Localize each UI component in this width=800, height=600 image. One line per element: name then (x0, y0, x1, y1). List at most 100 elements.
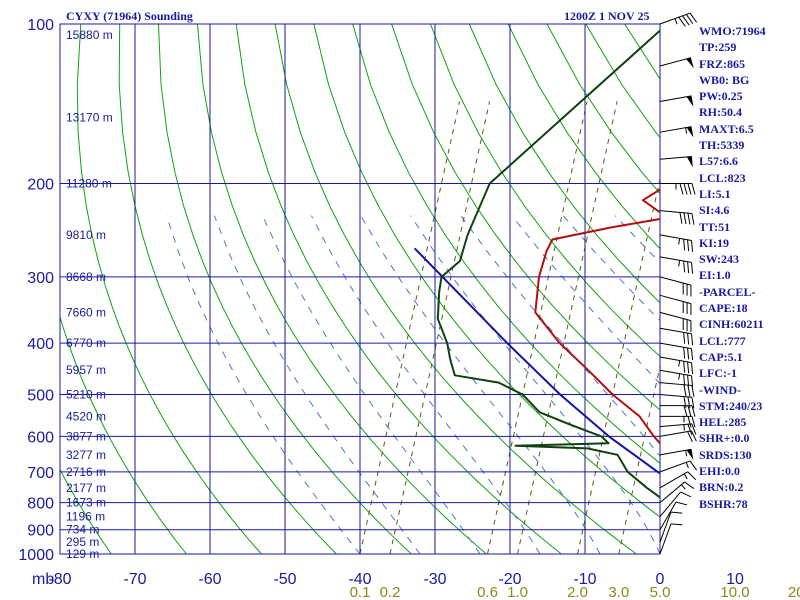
wind-barb-half-flag (678, 260, 681, 267)
indices-panel: WMO:71964 TP:259 FRZ:865 WB0: BG PW:0.25 RH:5… (699, 23, 799, 512)
wind-barb-staff (659, 501, 677, 530)
wind-barb-flag (687, 424, 693, 436)
wind-barb-staff (659, 393, 692, 398)
index-value: LCL:777 (699, 333, 746, 348)
wind-barb-flag (687, 471, 697, 481)
moist-adiabat-line (213, 215, 421, 554)
dry-adiabat-line (118, 24, 337, 554)
wind-barb (659, 294, 692, 315)
height-label: 295 m (66, 535, 99, 549)
pressure-tick-label: 500 (27, 387, 54, 404)
mixing-ratio-label: 0.2 (380, 584, 401, 600)
pressure-tick-label: 900 (27, 523, 54, 540)
pressure-tick-label: 400 (27, 336, 54, 353)
wind-barb (660, 183, 696, 195)
temperature-tick-label: 10 (726, 571, 744, 588)
wind-barb-staff (659, 95, 692, 102)
height-label: 7660 m (66, 305, 106, 319)
height-label: 15880 m (66, 28, 113, 42)
plot-frame (59, 23, 661, 555)
wind-barb-half-flag (685, 450, 688, 457)
wind-barb-flag (670, 511, 683, 514)
wind-barb (659, 126, 694, 138)
temperature-tick-label: -80 (48, 571, 71, 588)
index-value: SI:4.6 (699, 203, 730, 218)
wind-barb (660, 415, 696, 428)
temperature-tick-label: -60 (198, 571, 221, 588)
sounding-profiles (413, 29, 660, 499)
index-value: EI:1.0 (699, 268, 731, 283)
mixing-ratio-line (389, 101, 491, 554)
mixing-ratio-label: 5.0 (650, 584, 671, 600)
wind-barb-staff (659, 382, 692, 386)
wind-barb-flag (683, 260, 686, 273)
wind-barb-flag (683, 239, 686, 251)
moist-adiabat-line (511, 215, 660, 385)
wind-barb-flag (687, 384, 691, 397)
wind-barb-flag (670, 523, 683, 526)
index-value: LI:5.1 (699, 186, 731, 201)
height-label: 8668 m (66, 270, 106, 284)
dry-adiabat-line (391, 24, 660, 411)
pressure-isotherm-grid (59, 23, 661, 555)
height-label: 734 m (66, 523, 99, 537)
wind-barb-pennant (686, 57, 694, 69)
wind-barb-flag (689, 12, 698, 23)
wind-barb (659, 382, 695, 397)
index-value: TT:51 (699, 219, 731, 234)
dry-adiabat-line (468, 24, 660, 304)
mixing-ratio-label: 2.0 (567, 584, 588, 600)
temperature-trace (534, 188, 660, 445)
height-label: 3877 m (66, 429, 106, 443)
wind-barb-staff (659, 511, 672, 543)
wind-barb-flag (687, 431, 693, 443)
wind-barb (659, 342, 694, 361)
index-value: L57:6.6 (699, 154, 738, 169)
wind-barb-flag (687, 239, 690, 252)
height-label: 11280 m (66, 177, 112, 191)
wind-barb-flag (687, 347, 690, 360)
mixing-ratio-line (487, 101, 588, 554)
wind-barb-flag (682, 15, 690, 26)
dry-adiabat-line (429, 24, 660, 358)
wind-barb (659, 327, 694, 346)
index-value: RH:50.4 (699, 105, 742, 120)
dry-adiabat-line (76, 24, 262, 554)
wind-barb-flag (683, 212, 687, 225)
index-value: STM:240/23 (699, 398, 763, 413)
mixing-ratio-label: 3.0 (608, 584, 629, 600)
wind-barb (659, 276, 692, 297)
pressure-tick-label: 1000 (18, 547, 54, 564)
pressure-tick-label: 200 (27, 177, 54, 194)
index-value: LCL:823 (699, 170, 746, 185)
wind-barb-staff (659, 276, 692, 286)
mixing-ratio-line (577, 176, 660, 554)
wind-barbs (659, 12, 698, 555)
wind-barb-flag (678, 16, 686, 27)
index-value: CAP:5.1 (699, 349, 743, 364)
wind-barb-half-flag (678, 373, 681, 380)
wind-barb-flag (679, 212, 683, 224)
dry-adiabat-line (60, 315, 187, 554)
wind-barb (659, 210, 695, 225)
wind-barb-flag (691, 348, 694, 361)
temperature-tick-label: -40 (348, 571, 371, 588)
moist-adiabat-line (360, 215, 601, 554)
wind-barb-flag (691, 416, 696, 428)
wind-barb-flag (675, 501, 688, 506)
wind-barb-flag (691, 240, 694, 252)
pressure-tick-label: 100 (27, 17, 54, 34)
moist-adiabat-line (410, 215, 660, 554)
index-value: SHR+:0.0 (699, 431, 750, 446)
wind-barb-pennant (686, 95, 694, 107)
dry-adiabat-line (196, 24, 487, 554)
wind-barb-staff (659, 481, 685, 504)
dry-adiabat-line (235, 24, 562, 554)
mixing-ratio-label: 0.1 (350, 584, 371, 600)
sounding-datetime: 1200Z 1 NOV 25 (564, 9, 650, 23)
wind-barb-half-flag (685, 462, 689, 469)
wind-barb (659, 501, 688, 530)
dry-adiabat-line (158, 24, 412, 554)
wind-barb-flag (691, 375, 694, 388)
